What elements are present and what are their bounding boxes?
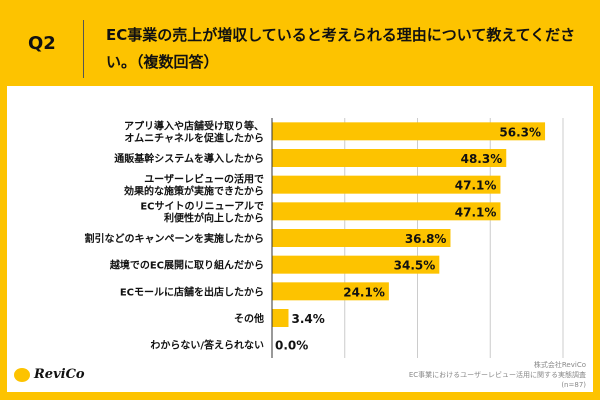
data-label: 56.3%	[499, 125, 541, 139]
source-note: 株式会社ReviCo EC事業におけるユーザーレビュー活用に関する実態調査 (n=8…	[409, 360, 586, 390]
data-label: 34.5%	[394, 259, 436, 273]
bar	[272, 122, 546, 141]
category-label: ECモールに店舗を出店したから	[120, 285, 264, 298]
bar	[272, 229, 451, 247]
category-label: 通販基幹システムを導入したから	[114, 152, 264, 165]
category-label: わからない/答えられない	[150, 339, 264, 352]
data-label: 47.1%	[455, 205, 497, 219]
speech-bubble-icon	[14, 367, 30, 382]
survey-name: EC事業におけるユーザーレビュー活用に関する実態調査	[408, 371, 586, 379]
question-number: Q2	[28, 33, 56, 54]
category-label: アプリ導入や店舗受け取り等、オムニチャネルを促進したから	[124, 119, 264, 144]
category-label: ユーザーレビューの活用で効果的な施策が実施できたから	[124, 173, 264, 198]
category-label: 越境でのEC展開に取り組んだから	[109, 259, 264, 272]
logo-text: ReviCo	[34, 367, 85, 382]
bar	[272, 202, 501, 221]
divider	[83, 20, 84, 78]
category-label: その他	[234, 312, 264, 325]
bar	[272, 282, 389, 301]
category-label: ECサイトのリニューアルで利便性が向上したから	[140, 200, 264, 224]
bar	[272, 175, 501, 194]
data-label: 0.0%	[275, 339, 308, 353]
data-label: 24.1%	[343, 285, 385, 299]
chart-title: EC事業の売上が増収していると考えられる理由について教えてください。（複数回答）	[106, 26, 576, 71]
revico-logo: ReviCo	[14, 367, 85, 382]
company: 株式会社ReviCo	[533, 361, 586, 369]
sample-size: (n=87)	[561, 381, 586, 389]
data-label: 3.4%	[291, 312, 324, 326]
bar	[272, 255, 440, 274]
category-label: 割引などのキャンペーンを実施したから	[85, 232, 265, 245]
bar	[272, 309, 289, 327]
data-label: 48.3%	[461, 152, 503, 166]
bar	[272, 149, 507, 167]
data-label: 47.1%	[455, 179, 497, 193]
data-label: 36.8%	[405, 232, 447, 246]
